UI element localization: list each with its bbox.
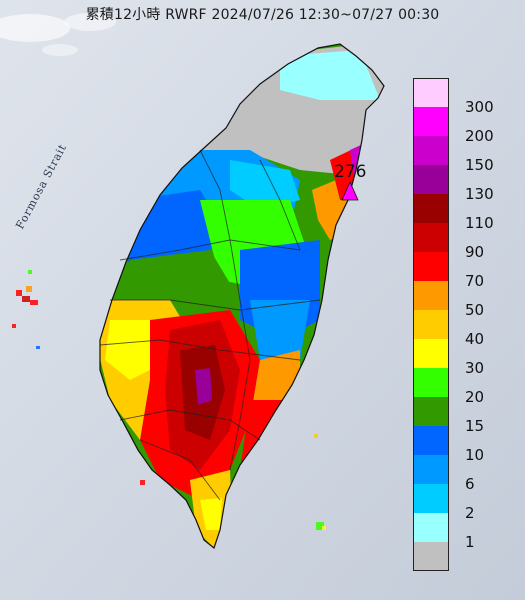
legend-swatch [413, 194, 449, 223]
legend-swatch [413, 426, 449, 455]
legend-label: 50 [465, 301, 485, 319]
legend-label: 90 [465, 243, 485, 261]
coastline [99, 43, 385, 550]
sea-clutter [0, 13, 326, 530]
legend-label: 150 [465, 156, 494, 174]
legend-label: 20 [465, 388, 485, 406]
county-boundaries [99, 149, 321, 501]
max-marker-icon [341, 181, 359, 201]
max-rainfall-value: 276 [334, 162, 367, 182]
legend-swatch [413, 252, 449, 281]
legend-swatch [413, 542, 449, 571]
legend-label: 10 [465, 446, 485, 464]
legend-label: 70 [465, 272, 485, 290]
legend-swatch [413, 281, 449, 310]
legend-label: 40 [465, 330, 485, 348]
legend-label: 200 [465, 127, 494, 145]
legend-label: 110 [465, 214, 494, 232]
legend-swatch [413, 484, 449, 513]
legend-label: 6 [465, 475, 475, 493]
map-title: 累積12小時 RWRF 2024/07/26 12:30~07/27 00:30 [85, 7, 440, 23]
legend-swatch [413, 78, 449, 107]
legend-label: 30 [465, 359, 485, 377]
legend-label: 15 [465, 417, 485, 435]
legend-swatch [413, 165, 449, 194]
legend-swatch [413, 455, 449, 484]
legend-swatch [413, 397, 449, 426]
legend-swatch [413, 339, 449, 368]
legend-label: 1 [465, 533, 475, 551]
legend-label: 130 [465, 185, 494, 203]
legend-swatch [413, 136, 449, 165]
legend-swatch [413, 223, 449, 252]
legend-label: 300 [465, 98, 494, 116]
legend-swatch [413, 107, 449, 136]
legend-swatch [413, 368, 449, 397]
legend-label: 2 [465, 504, 475, 522]
legend-swatch [413, 310, 449, 339]
legend-swatch [413, 513, 449, 542]
